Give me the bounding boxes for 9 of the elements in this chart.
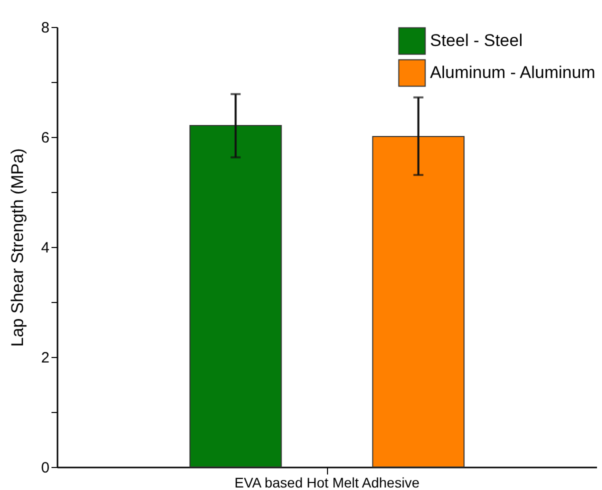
y-tick-label: 4: [41, 240, 50, 256]
y-tick-label: 6: [41, 130, 50, 146]
y-tick-label: 2: [41, 350, 50, 366]
x-tick-label: EVA based Hot Melt Adhesive: [234, 474, 420, 490]
y-tick-label: 8: [41, 20, 50, 36]
legend-label: Aluminum - Aluminum: [430, 63, 596, 82]
legend-label: Steel - Steel: [430, 31, 523, 50]
y-tick-label: 0: [41, 460, 50, 476]
y-axis-title: Lap Shear Strength (MPa): [8, 148, 28, 347]
